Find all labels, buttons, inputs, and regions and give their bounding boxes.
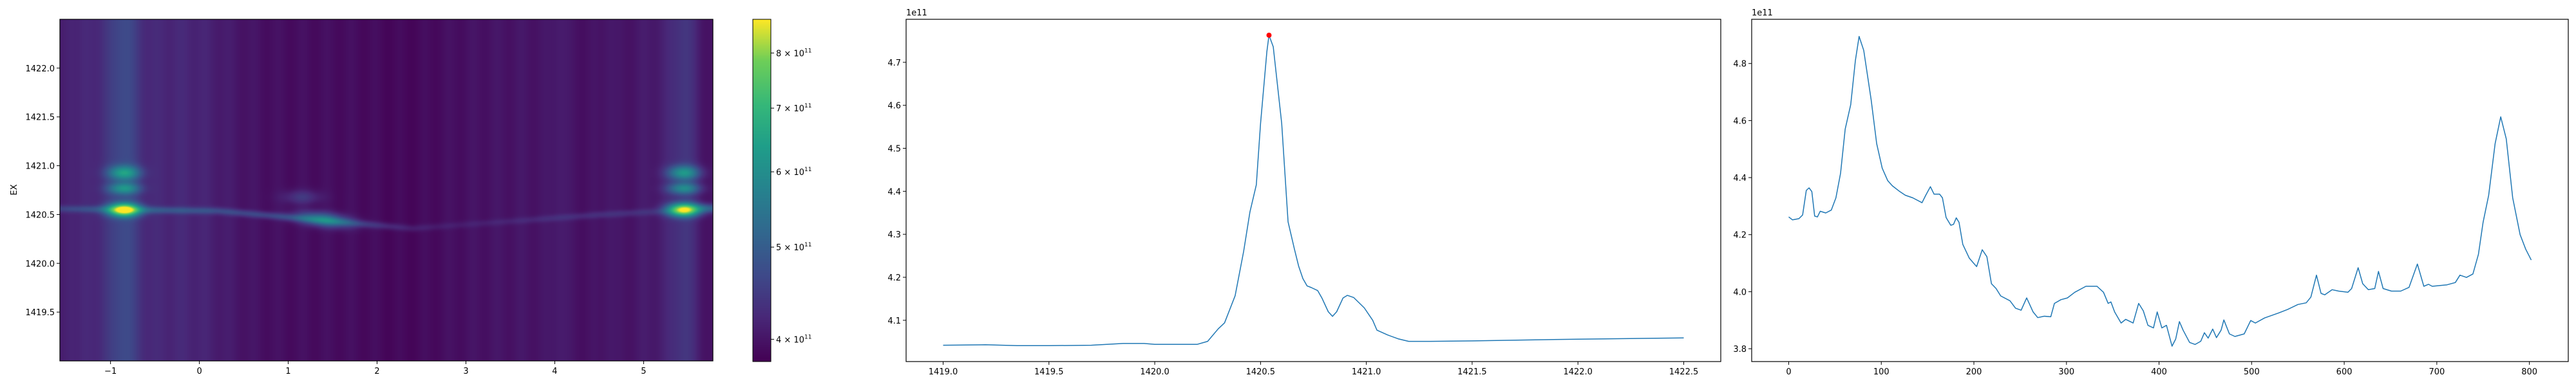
x-tick-label: 200 [1966, 367, 1982, 377]
y-tick-label: 4.7 [887, 59, 901, 68]
x-tick-label: 5 [641, 367, 646, 376]
colorbar-tick-label: 6 × 1011 [776, 167, 811, 178]
offset-label: 1e11 [906, 8, 927, 18]
x-tick-label: 1419.0 [929, 367, 958, 377]
x-tick-label: 0 [1786, 367, 1791, 377]
x-tick-label: 1422.5 [1669, 367, 1699, 377]
heatmap-image [60, 19, 713, 361]
y-tick-label: 1420.5 [26, 210, 55, 220]
x-tick-label: 1420.0 [1140, 367, 1170, 377]
y-tick-label: 4.2 [887, 273, 901, 283]
axes-frame [59, 19, 714, 362]
y-tick-label: 4.8 [1733, 60, 1747, 69]
x-tick-label: 2 [374, 367, 379, 376]
x-tick-label: 3 [463, 367, 468, 376]
colorbar-tick-label: 5 × 1011 [776, 242, 811, 253]
colorbar-frame [752, 19, 772, 362]
y-tick-label: 1420.0 [26, 259, 55, 269]
colorbar-gradient [753, 19, 771, 362]
colorbar-tick-label: 7 × 1011 [776, 103, 811, 114]
x-tick-label: 1422.0 [1563, 367, 1593, 377]
y-tick-label: 4.2 [1733, 231, 1747, 241]
x-tick-label: −1 [104, 367, 117, 376]
x-tick-label: 100 [1873, 367, 1889, 377]
x-tick-label: 600 [2336, 367, 2353, 377]
peak-marker [1266, 32, 1272, 38]
x-tick-label: 700 [2429, 367, 2445, 377]
y-tick-label: 4.0 [1733, 288, 1747, 297]
heatmap-panel: −1 0 1 2 3 4 5 1419.5 1420.0 1420.5 1421.0 1421.5 14… [10, 19, 714, 376]
colorbar-tick-exponent: 11 [804, 103, 811, 109]
offset-label: 1e11 [1752, 8, 1773, 18]
x-tick-label: 1420.5 [1246, 367, 1276, 377]
colorbar-tick-exponent: 11 [804, 167, 811, 173]
colorbar-tick-label: 4 × 1011 [776, 334, 811, 345]
x-tick-label: 300 [2058, 367, 2074, 377]
y-tick-label: 4.1 [887, 317, 901, 326]
y-tick-label: 4.6 [887, 102, 901, 111]
y-tick-label: 3.8 [1733, 345, 1747, 354]
colorbar-tick-mantissa: 5 × 10 [776, 243, 804, 253]
colorbar-tick-mantissa: 6 × 10 [776, 168, 804, 178]
peak-line-panel: 1419.0 1419.5 1420.0 1420.5 1421.0 1421.5 1422… [887, 8, 1721, 377]
colorbar-tick-mantissa: 4 × 10 [776, 335, 804, 345]
x-tick-label: 500 [2244, 367, 2260, 377]
y-tick-label: 4.4 [1733, 174, 1747, 183]
y-tick-label: 1422.0 [26, 64, 55, 74]
data-line [1788, 35, 2532, 347]
data-line [943, 34, 1684, 347]
y-tick-label: 1419.5 [26, 308, 55, 318]
profile-line-panel: 0 100 200 300 400 500 600 700 800 3.8 4.0 4.2 4.4 4.6… [1733, 8, 2569, 377]
x-tick-label: 1 [285, 367, 290, 376]
colorbar-tick-exponent: 11 [804, 48, 811, 54]
colorbar-tick-exponent: 11 [804, 242, 811, 248]
y-tick-label: 1421.5 [26, 113, 55, 123]
colorbar-tick-mantissa: 8 × 10 [776, 49, 804, 59]
colorbar-tick-mantissa: 7 × 10 [776, 104, 804, 114]
y-axis-label: EX [10, 184, 19, 195]
x-tick-label: 1421.0 [1352, 367, 1381, 377]
x-tick-label: 800 [2521, 367, 2537, 377]
colorbar-tick-label: 8 × 1011 [776, 48, 811, 59]
y-tick-label: 4.4 [887, 187, 901, 197]
x-tick-label: 1419.5 [1034, 367, 1064, 377]
y-tick-label: 4.6 [1733, 116, 1747, 126]
axes-frame [905, 19, 1721, 362]
y-tick-label: 1421.0 [26, 162, 55, 172]
x-tick-label: 4 [552, 367, 557, 376]
axes-frame [1751, 19, 2569, 362]
x-tick-label: 1421.5 [1457, 367, 1487, 377]
y-tick-label: 4.5 [887, 145, 901, 154]
y-tick-label: 4.3 [887, 230, 901, 240]
x-tick-label: 0 [196, 367, 202, 376]
x-tick-label: 400 [2151, 367, 2167, 377]
colorbar-tick-exponent: 11 [804, 334, 811, 340]
